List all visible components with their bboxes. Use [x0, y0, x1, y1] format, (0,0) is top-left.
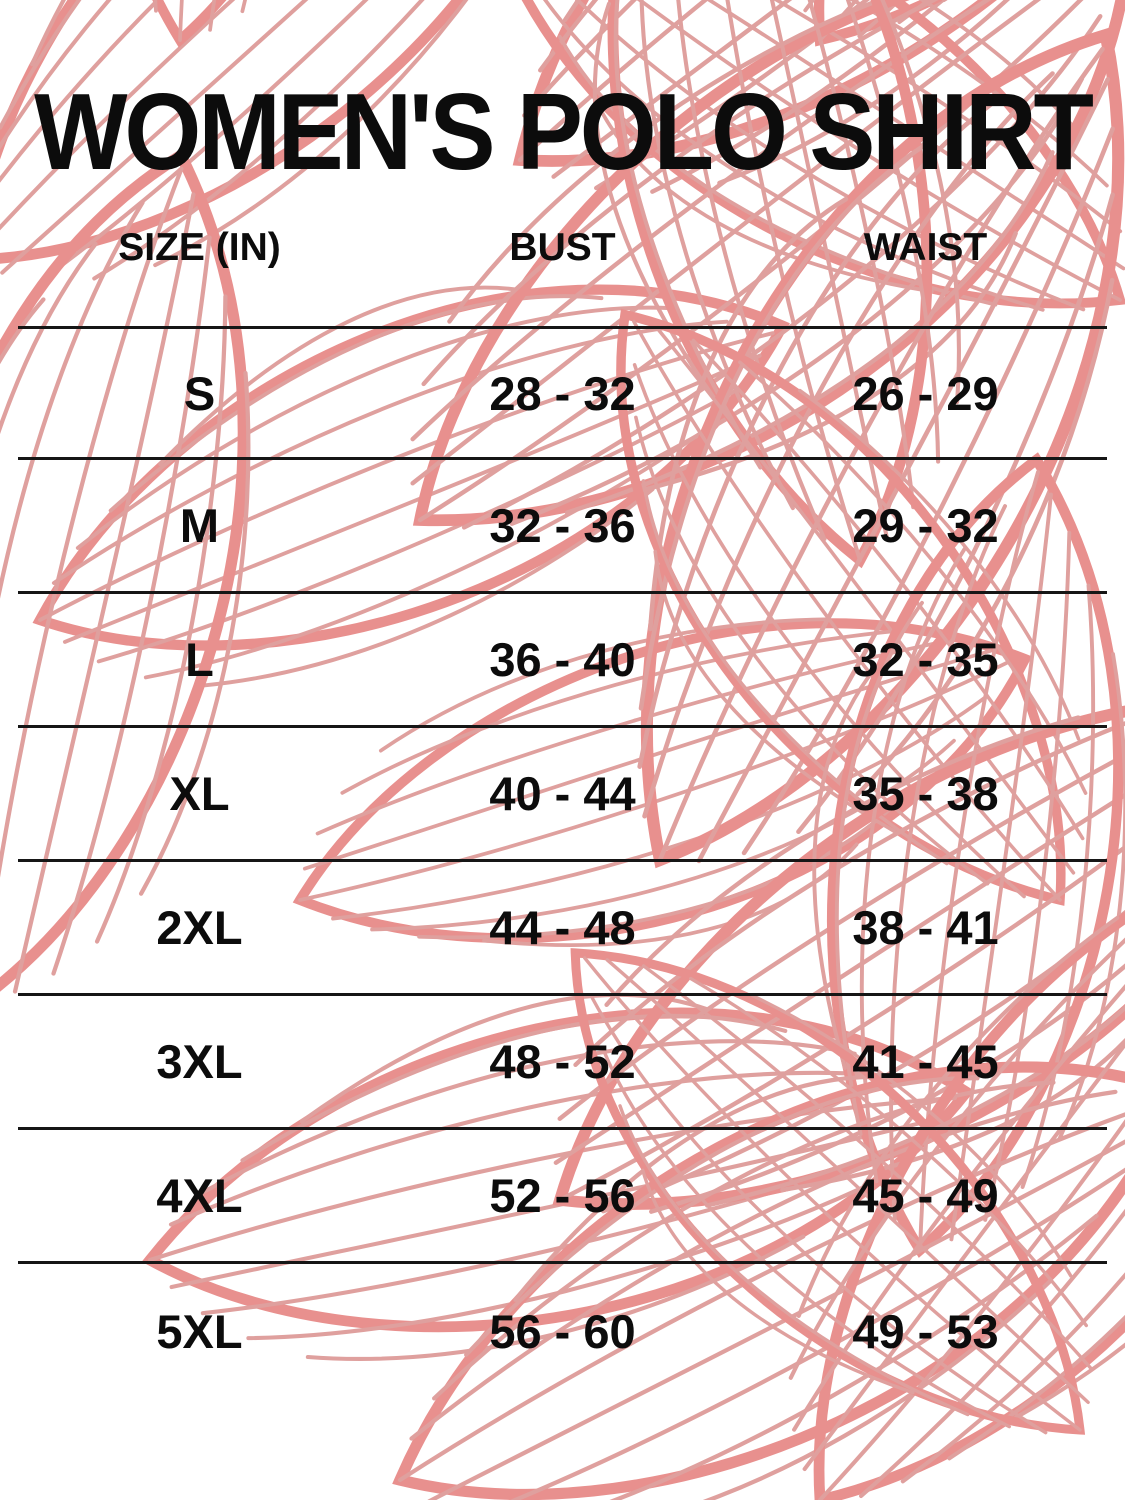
table-row: M 32 - 36 29 - 32 — [18, 460, 1107, 594]
size-cell: 4XL — [156, 1169, 243, 1222]
bust-cell: 48 - 52 — [489, 1035, 636, 1088]
column-header-size: SIZE (IN) — [118, 226, 281, 269]
page-title: WOMEN'S POLO SHIRT — [34, 70, 1094, 193]
size-cell: S — [183, 366, 216, 420]
table-header-row: SIZE (IN) BUST WAIST — [18, 226, 1107, 326]
size-cell: 3XL — [156, 1035, 243, 1088]
size-chart-table: SIZE (IN) BUST WAIST S 28 - 32 26 - 29 M… — [18, 174, 1107, 1398]
waist-cell: 26 - 29 — [852, 366, 999, 420]
waist-cell: 45 - 49 — [852, 1169, 999, 1222]
bust-cell: 56 - 60 — [489, 1304, 636, 1358]
size-cell: 2XL — [156, 901, 243, 954]
column-header-waist: WAIST — [863, 226, 988, 269]
table-row: 5XL 56 - 60 49 - 53 — [18, 1264, 1107, 1398]
table-row: 3XL 48 - 52 41 - 45 — [18, 996, 1107, 1130]
waist-cell: 41 - 45 — [852, 1035, 999, 1088]
waist-cell: 32 - 35 — [852, 633, 999, 686]
column-header-bust: BUST — [509, 226, 616, 269]
waist-cell: 35 - 38 — [852, 767, 999, 820]
bust-cell: 32 - 36 — [489, 499, 636, 552]
size-cell: 5XL — [156, 1304, 243, 1358]
waist-cell: 38 - 41 — [852, 901, 999, 954]
waist-cell: 49 - 53 — [852, 1304, 999, 1358]
bust-cell: 28 - 32 — [489, 366, 636, 420]
bust-cell: 40 - 44 — [489, 767, 636, 820]
bust-cell: 36 - 40 — [489, 633, 636, 686]
size-cell: M — [179, 499, 220, 552]
bust-cell: 44 - 48 — [489, 901, 636, 954]
waist-cell: 29 - 32 — [852, 499, 999, 552]
size-cell: XL — [169, 767, 230, 820]
table-row: 2XL 44 - 48 38 - 41 — [18, 862, 1107, 996]
bust-cell: 52 - 56 — [489, 1169, 636, 1222]
table-row: S 28 - 32 26 - 29 — [18, 326, 1107, 460]
table-row: XL 40 - 44 35 - 38 — [18, 728, 1107, 862]
table-row: L 36 - 40 32 - 35 — [18, 594, 1107, 728]
table-row: 4XL 52 - 56 45 - 49 — [18, 1130, 1107, 1264]
size-cell: L — [185, 633, 214, 686]
